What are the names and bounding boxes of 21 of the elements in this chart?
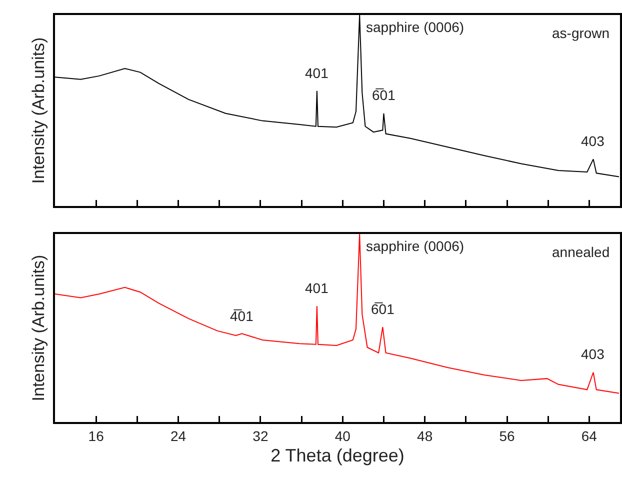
annotation: 6̅01 [371, 301, 395, 317]
annotation: 4̅01 [230, 308, 254, 324]
annotation: annealed [552, 244, 610, 260]
x-tick-label: 32 [252, 428, 268, 444]
annotation: 401 [305, 65, 329, 81]
x-tick-label: 48 [417, 428, 433, 444]
annotation: sapphire (0006) [366, 19, 464, 35]
x-tick-label: 56 [499, 428, 515, 444]
annotation: 401 [305, 280, 329, 296]
x-tick-label: 16 [88, 428, 104, 444]
annotation: as-grown [552, 25, 610, 41]
annotation: sapphire (0006) [366, 238, 464, 254]
annotation: 403 [581, 133, 605, 149]
x-tick-label: 40 [334, 428, 351, 444]
annotation: 6̅01 [372, 87, 396, 103]
x-axis-title: 2 Theta (degree) [270, 445, 404, 466]
y-axis-title: Intensity (Arb.units) [29, 37, 48, 184]
x-tick-label: 24 [170, 428, 186, 444]
x-tick-label: 64 [581, 428, 598, 444]
annotation: 403 [581, 346, 605, 362]
y-axis-title: Intensity (Arb.units) [29, 254, 48, 402]
